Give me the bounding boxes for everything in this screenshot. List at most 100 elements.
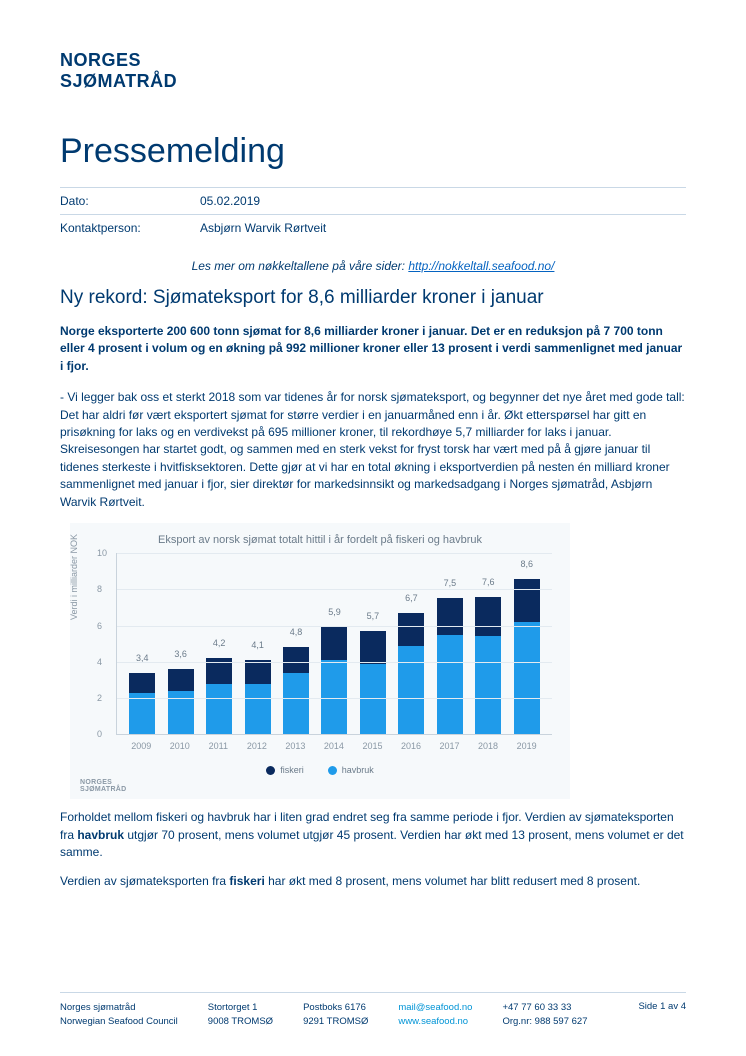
chart-y-tick: 0 bbox=[97, 729, 102, 739]
chart-x-label: 2011 bbox=[205, 741, 231, 751]
lead-paragraph: Norge eksporterte 200 600 tonn sjømat fo… bbox=[60, 323, 686, 375]
chart-bar-group: 5,9 bbox=[321, 553, 347, 734]
chart-bar-segment-havbruk bbox=[398, 646, 424, 735]
chart-x-label: 2013 bbox=[282, 741, 308, 751]
meta-date-value: 05.02.2019 bbox=[200, 194, 260, 208]
meta-date-label: Dato: bbox=[60, 194, 200, 208]
chart-bar-group: 3,4 bbox=[129, 553, 155, 734]
chart-legend: fiskeri havbruk bbox=[80, 765, 560, 775]
chart-bar-group: 3,6 bbox=[168, 553, 194, 734]
chart-x-label: 2017 bbox=[437, 741, 463, 751]
chart-bars: 3,4 3,6 4,2 4,1 4,8 5,9 5,7 6,7 7,5 7,6 8,6 bbox=[117, 553, 552, 734]
chart-bar-group: 5,7 bbox=[360, 553, 386, 734]
chart-y-tick: 10 bbox=[97, 548, 107, 558]
chart-bar-group: 8,6 bbox=[514, 553, 540, 734]
chart-bar-segment-fiskeri bbox=[437, 598, 463, 634]
footer-email[interactable]: mail@seafood.no bbox=[398, 1001, 472, 1014]
chart-x-labels: 2009 2010 2011 2012 2013 2014 2015 2016 2017 2018… bbox=[116, 741, 552, 751]
chart-y-tick: 8 bbox=[97, 584, 102, 594]
chart-x-label: 2019 bbox=[514, 741, 540, 751]
chart-bar-segment-havbruk bbox=[283, 673, 309, 735]
chart-bar-segment-havbruk bbox=[514, 622, 540, 734]
chart-x-label: 2014 bbox=[321, 741, 347, 751]
chart-bar-group: 7,6 bbox=[475, 553, 501, 734]
subnote-link[interactable]: http://nokkeltall.seafood.no/ bbox=[408, 259, 554, 273]
chart-y-tick: 6 bbox=[97, 621, 102, 631]
footer-postal-city: 9291 TROMSØ bbox=[303, 1015, 368, 1028]
logo-line-1: NORGES bbox=[60, 50, 686, 71]
footer-org-en: Norwegian Seafood Council bbox=[60, 1015, 178, 1028]
footer-page-number: Side 1 av 4 bbox=[638, 1001, 686, 1028]
meta-row-contact: Kontaktperson: Asbjørn Warvik Rørtveit bbox=[60, 214, 686, 241]
chart-x-label: 2010 bbox=[167, 741, 193, 751]
chart-title: Eksport av norsk sjømat totalt hittil i … bbox=[80, 533, 560, 547]
meta-contact-label: Kontaktperson: bbox=[60, 221, 200, 235]
chart-bar-segment-fiskeri bbox=[360, 631, 386, 664]
legend-swatch-fiskeri bbox=[266, 766, 275, 775]
body-paragraph-1: - Vi legger bak oss et sterkt 2018 som v… bbox=[60, 389, 686, 511]
logo-line-2: SJØMATRÅD bbox=[60, 71, 686, 92]
legend-item-havbruk: havbruk bbox=[328, 765, 374, 775]
para3-post: har økt med 8 prosent, mens volumet har … bbox=[265, 874, 641, 888]
chart-bar-total-label: 5,9 bbox=[328, 607, 341, 617]
footer-orgnr: Org.nr: 988 597 627 bbox=[502, 1015, 587, 1028]
legend-item-fiskeri: fiskeri bbox=[266, 765, 304, 775]
chart-bar-total-label: 7,6 bbox=[482, 577, 495, 587]
legend-label-fiskeri: fiskeri bbox=[280, 765, 304, 775]
chart-y-tick: 4 bbox=[97, 657, 102, 667]
legend-label-havbruk: havbruk bbox=[342, 765, 374, 775]
press-release-title: Pressemelding bbox=[60, 132, 686, 171]
chart-bar-group: 6,7 bbox=[398, 553, 424, 734]
chart-bar-segment-fiskeri bbox=[398, 613, 424, 646]
chart-x-label: 2018 bbox=[475, 741, 501, 751]
chart-area: Verdi i milliarder NOK 3,43,64,24,14,85,… bbox=[80, 553, 560, 763]
footer-pobox: Postboks 6176 bbox=[303, 1001, 368, 1014]
chart-bar-total-label: 5,7 bbox=[367, 611, 380, 621]
chart-bar-segment-fiskeri bbox=[514, 579, 540, 622]
meta-row-date: Dato: 05.02.2019 bbox=[60, 187, 686, 214]
meta-contact-value: Asbjørn Warvik Rørtveit bbox=[200, 221, 326, 235]
export-chart: Eksport av norsk sjømat totalt hittil i … bbox=[70, 523, 570, 799]
footer-website[interactable]: www.seafood.no bbox=[398, 1015, 472, 1028]
chart-bar-segment-fiskeri bbox=[168, 669, 194, 691]
chart-bar-group: 4,2 bbox=[206, 553, 232, 734]
chart-bar-group: 4,8 bbox=[283, 553, 309, 734]
chart-bar-segment-havbruk bbox=[475, 636, 501, 734]
body-paragraph-3: Verdien av sjømateksporten fra fiskeri h… bbox=[60, 873, 686, 890]
para2-post: utgjør 70 prosent, mens volumet utgjør 4… bbox=[60, 828, 684, 859]
chart-bar-group: 7,5 bbox=[437, 553, 463, 734]
legend-swatch-havbruk bbox=[328, 766, 337, 775]
page-footer: Norges sjømatråd Norwegian Seafood Counc… bbox=[60, 992, 686, 1028]
chart-bar-total-label: 4,2 bbox=[213, 638, 226, 648]
footer-col-postal: Postboks 6176 9291 TROMSØ bbox=[303, 1001, 368, 1028]
footer-col-address: Stortorget 1 9008 TROMSØ bbox=[208, 1001, 273, 1028]
chart-bar-total-label: 4,8 bbox=[290, 627, 303, 637]
chart-bar-total-label: 6,7 bbox=[405, 593, 418, 603]
chart-y-tick: 2 bbox=[97, 693, 102, 703]
brand-logo: NORGES SJØMATRÅD bbox=[60, 50, 686, 92]
chart-bar-segment-havbruk bbox=[245, 684, 271, 735]
subnote: Les mer om nøkkeltallene på våre sider: … bbox=[60, 259, 686, 273]
article-headline: Ny rekord: Sjømateksport for 8,6 milliar… bbox=[60, 287, 686, 309]
chart-x-label: 2015 bbox=[359, 741, 385, 751]
chart-x-label: 2016 bbox=[398, 741, 424, 751]
para2-bold: havbruk bbox=[77, 828, 124, 842]
chart-bar-segment-havbruk bbox=[437, 635, 463, 735]
para3-pre: Verdien av sjømateksporten fra bbox=[60, 874, 229, 888]
footer-phone: +47 77 60 33 33 bbox=[502, 1001, 587, 1014]
body-paragraph-2: Forholdet mellom fiskeri og havbruk har … bbox=[60, 809, 686, 861]
chart-bar-total-label: 8,6 bbox=[520, 559, 533, 569]
chart-bar-total-label: 3,6 bbox=[174, 649, 187, 659]
footer-street: Stortorget 1 bbox=[208, 1001, 273, 1014]
chart-bar-group: 4,1 bbox=[245, 553, 271, 734]
chart-x-label: 2009 bbox=[128, 741, 154, 751]
subnote-text: Les mer om nøkkeltallene på våre sider: bbox=[192, 259, 409, 273]
footer-city: 9008 TROMSØ bbox=[208, 1015, 273, 1028]
chart-bar-segment-fiskeri bbox=[245, 660, 271, 684]
chart-y-axis-label: Verdi i milliarder NOK bbox=[69, 534, 79, 620]
footer-col-web: mail@seafood.no www.seafood.no bbox=[398, 1001, 472, 1028]
para3-bold: fiskeri bbox=[229, 874, 264, 888]
chart-plot: 3,43,64,24,14,85,95,76,77,57,68,6 024681… bbox=[116, 553, 552, 735]
footer-org-no: Norges sjømatråd bbox=[60, 1001, 178, 1014]
chart-x-label: 2012 bbox=[244, 741, 270, 751]
